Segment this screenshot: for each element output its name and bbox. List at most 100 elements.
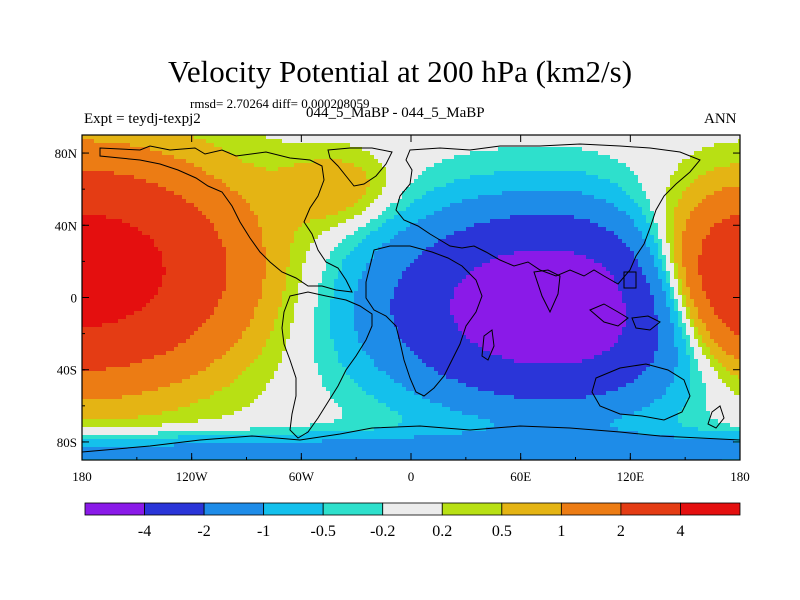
field-cell: [342, 227, 347, 232]
field-cell: [198, 151, 203, 156]
field-cell: [138, 139, 143, 144]
field-cell: [146, 147, 151, 152]
field-cell: [314, 191, 319, 196]
field-cell: [502, 175, 507, 180]
field-cell: [234, 159, 239, 164]
field-cell: [562, 179, 567, 184]
field-cell: [662, 175, 667, 180]
field-cell: [238, 151, 243, 156]
field-cell: [450, 171, 455, 176]
field-cell: [274, 187, 279, 192]
field-cell: [274, 199, 279, 204]
field-cell: [682, 167, 687, 172]
field-cell: [434, 227, 439, 232]
field-cell: [454, 223, 459, 228]
field-cell: [130, 163, 135, 168]
field-cell: [686, 211, 691, 216]
field-cell: [594, 243, 599, 248]
field-cell: [394, 163, 399, 168]
field-cell: [490, 159, 495, 164]
field-cell: [434, 223, 439, 228]
field-cell: [522, 219, 527, 224]
field-cell: [738, 215, 740, 220]
field-cell: [178, 255, 183, 260]
field-cell: [190, 219, 195, 224]
field-cell: [138, 151, 143, 156]
field-cell: [334, 159, 339, 164]
field-cell: [670, 147, 675, 152]
field-cell: [414, 143, 419, 148]
field-cell: [646, 247, 651, 252]
field-cell: [102, 191, 107, 196]
field-cell: [550, 207, 555, 212]
field-cell: [194, 199, 199, 204]
field-cell: [342, 207, 347, 212]
field-cell: [230, 143, 235, 148]
field-cell: [498, 219, 503, 224]
field-cell: [234, 231, 239, 236]
field-cell: [422, 191, 427, 196]
field-cell: [90, 147, 95, 152]
field-cell: [682, 155, 687, 160]
field-cell: [706, 147, 711, 152]
field-cell: [214, 251, 219, 256]
field-cell: [134, 231, 139, 236]
field-cell: [506, 203, 511, 208]
field-cell: [622, 195, 627, 200]
field-cell: [186, 203, 191, 208]
field-cell: [406, 215, 411, 220]
field-cell: [186, 247, 191, 252]
field-cell: [282, 219, 287, 224]
field-cell: [266, 155, 271, 160]
field-cell: [194, 247, 199, 252]
field-cell: [94, 159, 99, 164]
field-cell: [142, 147, 147, 152]
field-cell: [738, 135, 740, 140]
field-cell: [630, 199, 635, 204]
field-cell: [426, 167, 431, 172]
field-cell: [346, 235, 351, 240]
field-cell: [294, 167, 299, 172]
field-cell: [666, 239, 671, 244]
field-cell: [626, 223, 631, 228]
field-cell: [418, 183, 423, 188]
field-cell: [226, 255, 231, 260]
field-cell: [538, 227, 543, 232]
field-cell: [426, 147, 431, 152]
field-cell: [654, 135, 659, 140]
field-cell: [406, 135, 411, 140]
field-cell: [242, 187, 247, 192]
field-cell: [382, 191, 387, 196]
field-cell: [614, 223, 619, 228]
field-cell: [714, 179, 719, 184]
field-cell: [278, 247, 283, 252]
field-cell: [258, 159, 263, 164]
field-cell: [234, 215, 239, 220]
field-cell: [450, 179, 455, 184]
field-cell: [570, 191, 575, 196]
field-cell: [594, 195, 599, 200]
field-cell: [706, 179, 711, 184]
field-cell: [518, 227, 523, 232]
field-cell: [146, 251, 151, 256]
field-cell: [502, 235, 507, 240]
field-cell: [630, 183, 635, 188]
field-cell: [550, 135, 555, 140]
field-cell: [454, 219, 459, 224]
field-cell: [638, 187, 643, 192]
field-cell: [550, 167, 555, 172]
field-cell: [230, 235, 235, 240]
field-cell: [582, 207, 587, 212]
field-cell: [134, 147, 139, 152]
field-cell: [718, 179, 723, 184]
field-cell: [130, 211, 135, 216]
field-cell: [514, 239, 519, 244]
field-cell: [410, 183, 415, 188]
field-cell: [418, 143, 423, 148]
field-cell: [694, 203, 699, 208]
field-cell: [718, 135, 723, 140]
field-cell: [254, 167, 259, 172]
field-cell: [286, 247, 291, 252]
field-cell: [158, 239, 163, 244]
field-cell: [574, 207, 579, 212]
